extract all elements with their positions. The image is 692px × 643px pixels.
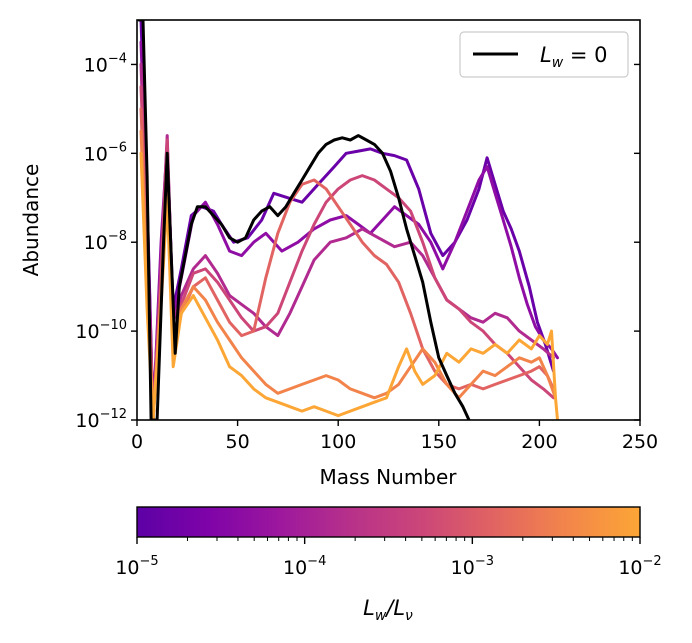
colorbar: 10−5 10−4 10−3 10−2 Lw/Lν xyxy=(115,506,662,624)
x-tick-label: 150 xyxy=(421,431,457,453)
series-layer xyxy=(137,20,559,420)
plot-frame xyxy=(136,19,641,421)
plot-area xyxy=(137,20,640,420)
y-tick-label: 10−6 xyxy=(84,140,127,165)
x-tick-label: 100 xyxy=(320,431,356,453)
colorbar-tick-label: 10−2 xyxy=(618,554,661,579)
colorbar-gradient xyxy=(136,506,641,538)
x-tick-label: 250 xyxy=(622,431,658,453)
x-axis: 0 50 100 150 200 250 xyxy=(131,420,658,453)
x-tick-label: 50 xyxy=(226,431,250,453)
x-tick-label: 200 xyxy=(521,431,557,453)
legend: Lw = 0 xyxy=(459,31,629,78)
x-axis-label: Mass Number xyxy=(319,465,457,489)
colorbar-tick-label: 10−3 xyxy=(451,554,494,579)
colorbar-ticks: 10−5 10−4 10−3 10−2 xyxy=(115,537,662,579)
legend-label-lw0: Lw = 0 xyxy=(540,43,607,71)
series-line-ratio-0 xyxy=(139,20,555,420)
series-line-ratio-5 xyxy=(139,129,557,420)
colorbar-tick-label: 10−4 xyxy=(283,554,326,579)
y-axis: 10−12 10−10 10−8 10−6 10−4 xyxy=(75,51,640,432)
y-axis-label: Abundance xyxy=(19,164,43,277)
colorbar-tick-label: 10−5 xyxy=(115,554,158,579)
x-tick-label: 0 xyxy=(131,431,143,453)
y-tick-label: 10−8 xyxy=(84,229,127,254)
legend-box xyxy=(459,31,629,78)
colorbar-label: Lw/Lν xyxy=(363,596,413,624)
y-tick-label: 10−4 xyxy=(84,51,127,76)
y-tick-label: 10−12 xyxy=(75,407,127,432)
series-line-ratio-6 xyxy=(139,151,559,420)
y-tick-label: 10−10 xyxy=(75,318,127,343)
series-line-lw-0 xyxy=(137,20,471,420)
